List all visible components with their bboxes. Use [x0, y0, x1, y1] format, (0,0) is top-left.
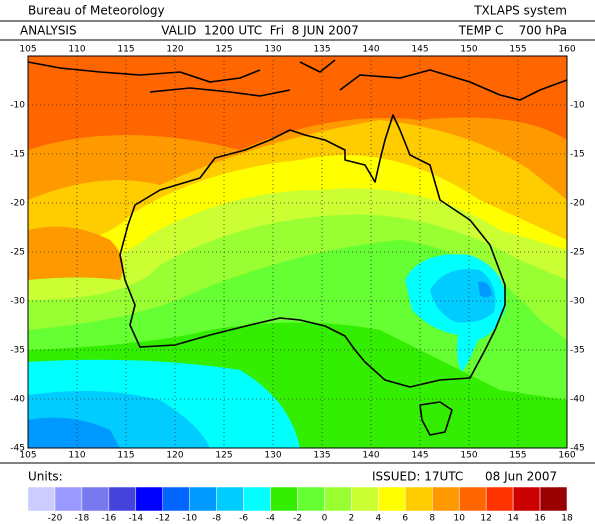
- legend-swatch: [54, 486, 83, 512]
- legend-swatch: [485, 486, 514, 512]
- legend-label: 2: [349, 514, 355, 524]
- legend-label: 12: [480, 514, 491, 524]
- legend-label: 6: [402, 514, 408, 524]
- legend-swatch: [162, 486, 190, 512]
- lat-label: -15: [10, 150, 25, 160]
- lon-label: 105: [19, 45, 36, 55]
- units: Units:: [28, 470, 63, 484]
- legend-swatch: [432, 486, 460, 512]
- lon-label: 115: [117, 45, 134, 55]
- lon-label: 120: [166, 45, 183, 55]
- lon-label: 115: [117, 451, 134, 461]
- legend-swatch: [351, 486, 379, 512]
- lat-label: -35: [10, 346, 25, 356]
- lon-label: 150: [460, 45, 477, 55]
- lon-label: 130: [264, 451, 281, 461]
- lat-label: -10: [10, 101, 25, 111]
- lat-label: -25: [570, 248, 585, 258]
- lon-label: 145: [411, 451, 428, 461]
- lat-label: -25: [10, 248, 25, 258]
- legend-label: 0: [322, 514, 328, 524]
- legend-label: 18: [561, 514, 573, 524]
- lat-label: -30: [570, 297, 585, 307]
- legend-swatch: [108, 486, 137, 512]
- map-frame: [27, 55, 568, 449]
- legend-swatch: [81, 486, 110, 512]
- lon-label: 135: [313, 451, 330, 461]
- legend-label: -6: [239, 514, 248, 524]
- legend-label: -8: [212, 514, 221, 524]
- legend-label: 4: [375, 514, 381, 524]
- lon-label: 145: [411, 45, 428, 55]
- legend-label: -14: [128, 514, 143, 524]
- lon-label: 125: [215, 451, 232, 461]
- lon-label: 130: [264, 45, 281, 55]
- valid-time: VALID 1200 UTC Fri 8 JUN 2007: [161, 24, 359, 38]
- lon-label: 125: [215, 45, 232, 55]
- lon-label: 120: [166, 451, 183, 461]
- temperature-field: [28, 56, 567, 448]
- lon-label: 135: [313, 45, 330, 55]
- lon-label: 110: [68, 451, 85, 461]
- legend-label: -16: [101, 514, 116, 524]
- system: TXLAPS system: [473, 4, 567, 18]
- legend-label: -12: [155, 514, 170, 524]
- legend-swatch: [135, 486, 164, 512]
- legend-label: -18: [75, 514, 90, 524]
- legend-label: 10: [453, 514, 465, 524]
- coastline: [27, 59, 568, 436]
- issue-date: 08 Jun 2007: [485, 470, 557, 484]
- legend-swatch: [539, 486, 568, 512]
- title: Bureau of Meteorology: [28, 4, 165, 18]
- lat-label: -45: [570, 444, 585, 454]
- legend-label: 8: [429, 514, 435, 524]
- lon-label: 160: [558, 45, 575, 55]
- legend-swatch: [270, 486, 298, 512]
- legend-label: -4: [266, 514, 275, 524]
- lon-label: 150: [460, 451, 477, 461]
- legend-swatch: [458, 486, 487, 512]
- lon-label: 105: [19, 451, 36, 461]
- legend-swatch: [512, 486, 541, 512]
- graticule: [28, 56, 567, 448]
- lat-label: -45: [10, 444, 25, 454]
- lat-label: -40: [10, 395, 25, 405]
- legend-swatch: [216, 486, 244, 512]
- lat-label: -15: [570, 150, 585, 160]
- lon-label: 160: [558, 451, 575, 461]
- legend-swatch: [27, 486, 56, 512]
- lon-label: 140: [362, 451, 379, 461]
- legend-swatch: [324, 486, 352, 512]
- lat-label: -20: [10, 199, 25, 209]
- legend-swatch: [189, 486, 217, 512]
- field: TEMP C 700 hPa: [458, 24, 567, 38]
- legend-label: -2: [293, 514, 302, 524]
- lat-label: -10: [570, 101, 585, 111]
- lon-label: 110: [68, 45, 85, 55]
- lon-label: 155: [509, 45, 526, 55]
- legend-label: 16: [534, 514, 546, 524]
- lat-label: -40: [570, 395, 585, 405]
- lon-label: 140: [362, 45, 379, 55]
- legend-swatch: [378, 486, 406, 512]
- lat-label: -35: [570, 346, 585, 356]
- legend-label: -20: [48, 514, 63, 524]
- legend-swatch: [243, 486, 271, 512]
- legend-swatch: [405, 486, 433, 512]
- legend-label: 14: [507, 514, 519, 524]
- lat-label: -30: [10, 297, 25, 307]
- analysis: ANALYSIS: [20, 24, 77, 38]
- issued: ISSUED: 17UTC: [372, 470, 463, 484]
- legend-swatch: [297, 486, 325, 512]
- lon-label: 155: [509, 451, 526, 461]
- lat-label: -20: [570, 199, 585, 209]
- legend-label: -10: [182, 514, 197, 524]
